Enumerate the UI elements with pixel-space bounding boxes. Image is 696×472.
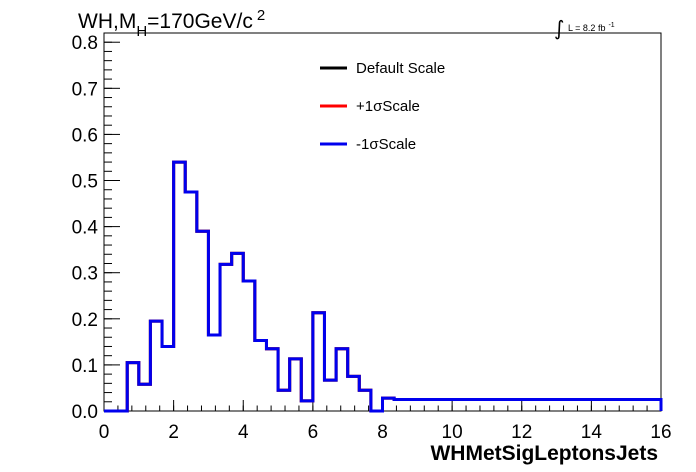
lumi-label: L = 8.2 fb -1 [568,22,615,33]
x-tick-label: 8 [377,422,388,443]
x-tick-label: 6 [308,422,319,443]
series-line [104,160,663,413]
y-tick-label: 0.4 [72,218,99,239]
lumi-superscript: -1 [608,22,614,29]
x-tick-label: 0 [99,422,110,443]
y-tick-label: 0.0 [72,402,98,423]
legend-label: -1σScale [356,136,416,153]
axis-ticks: 0 2 4 6 8 10 12 14 16 0.0 0.1 0.2 0.3 0.4 0.5 0.6 0.7 0.8 [72,32,672,443]
y-tick-label: 0.2 [72,310,98,331]
x-tick-label: 2 [168,422,179,443]
x-tick-label: 14 [581,422,603,443]
plot-frame [103,32,662,412]
title-value: =170GeV/c [147,10,253,33]
x-axis-label: WHMetSigLeptonsJets [430,442,658,465]
y-tick-label: 0.6 [72,125,98,146]
series-line [104,160,663,413]
y-tick-label: 0.3 [72,264,98,285]
y-tick-label: 0.5 [72,172,98,193]
title-prefix: WH,M [78,10,136,33]
series-line [104,160,663,413]
y-tick-label: 0.8 [72,33,98,54]
x-tick-label: 10 [442,422,463,443]
x-tick-label: 16 [650,422,671,443]
y-tick-label: 0.7 [72,79,98,100]
legend-label: +1σScale [356,98,420,115]
title-superscript: 2 [257,7,265,24]
lumi-integral: ∫ [554,16,564,40]
y-tick-label: 0.1 [72,356,98,377]
title-subscript: H [136,23,147,40]
lumi-text: L = 8.2 fb [568,23,605,33]
x-tick-label: 4 [238,422,249,443]
legend: Default Scale +1σScale -1σScale [320,60,445,153]
legend-label: Default Scale [356,60,445,77]
x-tick-label: 12 [511,422,532,443]
series-layer [104,160,663,413]
chart-title: WH,MH=170GeV/c 2 [78,7,265,40]
